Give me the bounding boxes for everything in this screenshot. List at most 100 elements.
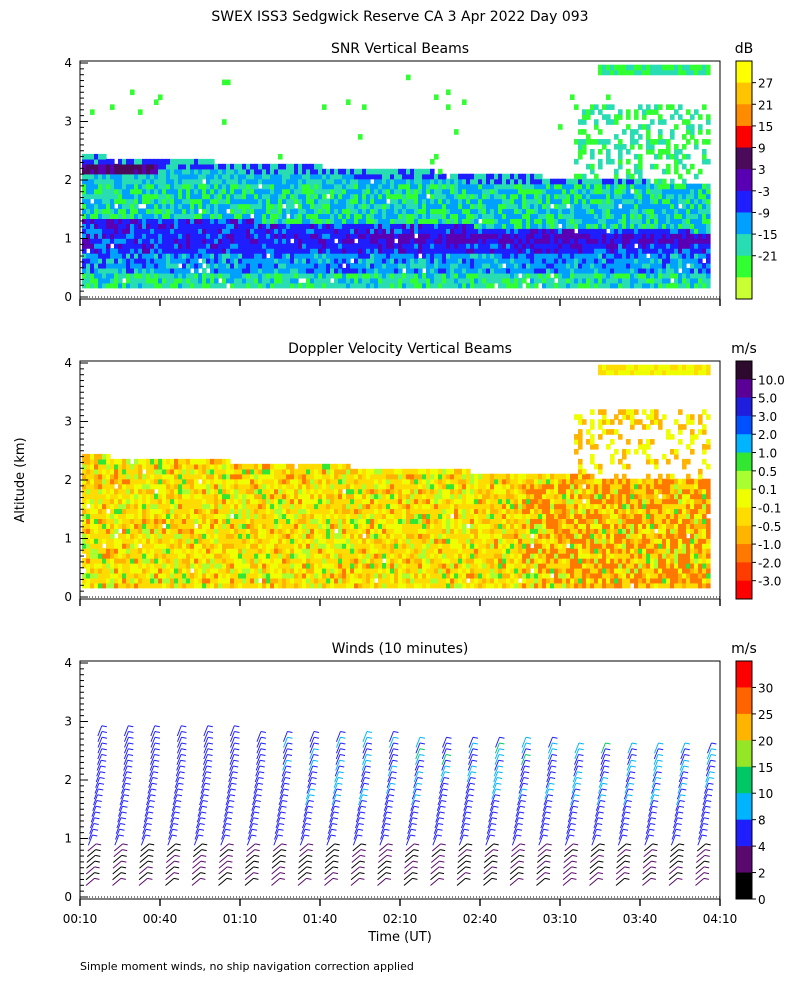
snr-cell <box>86 228 91 234</box>
snr-cell <box>266 168 271 175</box>
snr-cell <box>386 253 391 259</box>
snr-cell <box>526 258 531 264</box>
snr-cell <box>674 282 679 289</box>
snr-cell <box>674 262 679 269</box>
snr-cell <box>562 213 567 220</box>
snr-cell <box>626 262 631 269</box>
doppler-cell <box>106 548 111 554</box>
snr-cell <box>574 272 579 279</box>
snr-cell <box>618 277 623 284</box>
doppler-cell <box>174 508 179 515</box>
snr-cell <box>326 282 331 289</box>
snr-cell <box>338 277 343 284</box>
snr-cell <box>218 253 223 259</box>
snr-cell <box>142 218 147 224</box>
snr-cell <box>398 253 403 259</box>
snr-cell <box>510 238 515 244</box>
doppler-cell <box>190 473 195 480</box>
doppler-cell <box>218 503 223 510</box>
snr-cell <box>510 248 515 254</box>
snr-cell <box>270 188 275 195</box>
snr-cell <box>314 277 319 284</box>
snr-cell <box>174 168 179 175</box>
snr-cell <box>86 223 91 229</box>
snr-cell <box>682 277 687 284</box>
snr-cell <box>138 272 143 279</box>
snr-cell <box>474 193 479 200</box>
snr-cell <box>462 198 467 205</box>
snr-cell <box>454 203 459 210</box>
snr-cell <box>234 183 239 190</box>
snr-cell <box>146 223 151 229</box>
snr-cell <box>494 243 499 249</box>
doppler-cell <box>174 528 179 534</box>
snr-cell <box>398 168 403 175</box>
snr-cell <box>498 267 503 274</box>
doppler-cell <box>130 538 135 544</box>
snr-cell <box>322 277 327 284</box>
snr-cell <box>194 253 199 259</box>
doppler-cell <box>158 567 163 574</box>
doppler-cell <box>86 518 91 524</box>
snr-cell <box>602 267 607 274</box>
snr-cell <box>170 228 175 234</box>
snr-cell <box>682 262 687 269</box>
snr-cell <box>158 233 163 239</box>
colorbar-swatch <box>736 125 752 149</box>
snr-cell <box>290 203 295 210</box>
snr-cell <box>158 258 163 264</box>
snr-cell <box>102 228 107 234</box>
snr-cell <box>262 168 267 175</box>
snr-cell <box>426 168 431 175</box>
snr-cell <box>646 238 651 244</box>
snr-cell <box>458 183 463 190</box>
snr-cell <box>662 64 667 71</box>
doppler-cell <box>142 478 147 485</box>
snr-cell <box>338 248 343 254</box>
snr-cell <box>470 173 475 180</box>
snr-cell <box>338 272 343 279</box>
snr-cell <box>658 203 663 210</box>
snr-cell <box>126 203 131 210</box>
snr-cell <box>606 119 611 125</box>
snr-cell <box>422 243 427 249</box>
snr-cell <box>578 129 583 135</box>
doppler-cell <box>90 488 95 495</box>
doppler-cell <box>114 582 119 589</box>
doppler-cell <box>130 523 135 529</box>
snr-cell <box>238 228 243 234</box>
snr-cell <box>326 183 331 190</box>
doppler-cell <box>94 543 99 549</box>
snr-cell <box>482 282 487 289</box>
snr-cell <box>650 119 655 125</box>
snr-cell <box>330 282 335 289</box>
snr-cell <box>234 168 239 175</box>
snr-cell <box>522 218 527 224</box>
snr-cell <box>658 134 663 140</box>
snr-cell <box>270 168 275 175</box>
doppler-cell <box>182 548 187 554</box>
snr-cell <box>334 233 339 239</box>
snr-cell <box>290 258 295 264</box>
doppler-cell <box>154 543 159 549</box>
doppler-cell <box>94 558 99 564</box>
snr-cell <box>518 233 523 239</box>
snr-cell <box>362 228 367 234</box>
snr-cell <box>382 173 387 180</box>
snr-cell <box>282 233 287 239</box>
snr-cell <box>582 248 587 254</box>
snr-cell <box>706 203 711 210</box>
snr-cell <box>518 208 523 215</box>
snr-cell <box>358 248 363 254</box>
doppler-cell <box>154 582 159 589</box>
snr-cell <box>370 183 375 190</box>
snr-cell <box>578 178 583 185</box>
snr-cell <box>226 258 231 264</box>
doppler-cell <box>174 582 179 589</box>
snr-cell <box>646 148 651 155</box>
snr-cell <box>154 253 159 259</box>
snr-cell <box>122 253 127 259</box>
snr-cell <box>566 218 571 224</box>
doppler-cell <box>118 508 123 515</box>
snr-cell <box>122 272 127 279</box>
